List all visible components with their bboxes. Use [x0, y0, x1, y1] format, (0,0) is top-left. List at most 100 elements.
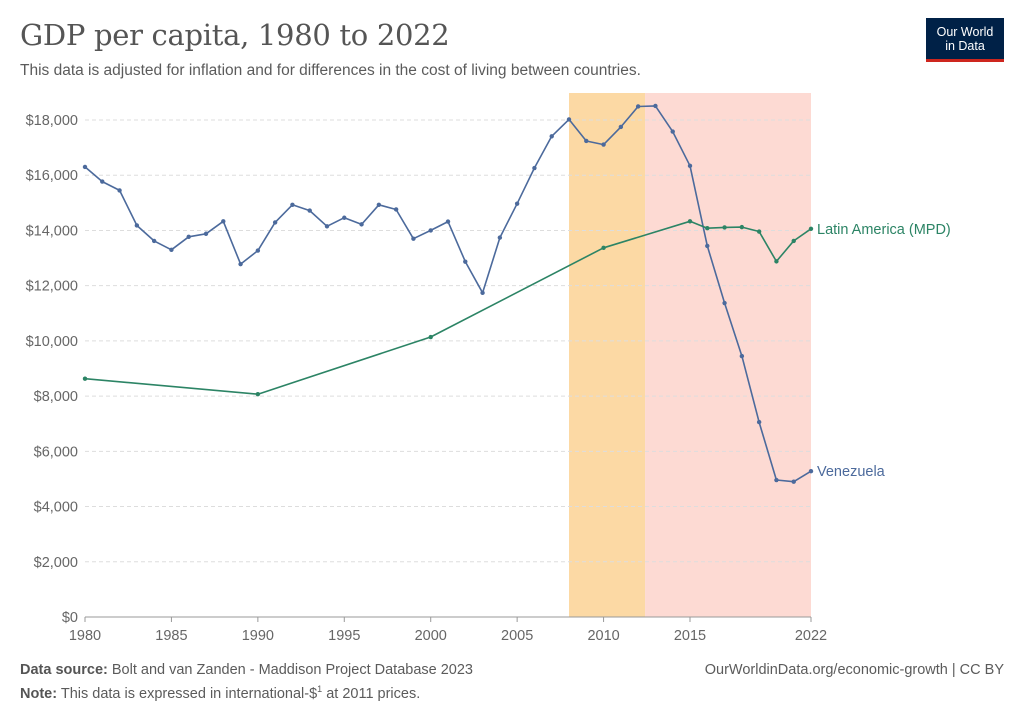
data-point-venezuela[interactable]	[635, 104, 641, 109]
data-source-label: Data source:	[20, 662, 108, 678]
data-point-venezuela[interactable]	[203, 231, 209, 236]
chart-subtitle: This data is adjusted for inflation and …	[20, 62, 641, 79]
data-point-latin-america-mpd[interactable]	[687, 219, 693, 224]
data-point-venezuela[interactable]	[722, 300, 727, 306]
note-footnote-marker: 1	[317, 684, 323, 694]
x-tick-label: 1980	[69, 628, 101, 644]
owid-logo[interactable]: Our World in Data	[926, 18, 1004, 62]
y-tick-label: $2,000	[34, 555, 78, 571]
data-point-venezuela[interactable]	[411, 236, 416, 241]
data-point-venezuela[interactable]	[393, 207, 399, 212]
data-point-latin-america-mpd[interactable]	[722, 225, 727, 230]
data-point-venezuela[interactable]	[359, 222, 364, 227]
data-point-venezuela[interactable]	[169, 247, 174, 252]
data-point-venezuela[interactable]	[584, 138, 589, 144]
data-point-venezuela[interactable]	[739, 353, 745, 359]
x-tick-label: 1985	[155, 628, 187, 644]
data-point-latin-america-mpd[interactable]	[774, 259, 779, 264]
data-point-latin-america-mpd[interactable]	[739, 224, 745, 230]
data-point-venezuela[interactable]	[82, 164, 88, 170]
y-tick-label: $12,000	[26, 279, 78, 295]
data-point-venezuela[interactable]	[566, 117, 572, 122]
series-label-latin-america-mpd[interactable]: Latin America (MPD)	[817, 222, 951, 238]
y-gridlines	[85, 119, 811, 563]
data-point-venezuela[interactable]	[272, 220, 278, 225]
data-point-venezuela[interactable]	[618, 124, 624, 130]
y-tick-label: $6,000	[34, 444, 78, 460]
data-point-venezuela[interactable]	[756, 419, 762, 425]
series-latin-america-mpd[interactable]	[82, 219, 814, 397]
logo-line-2: in Data	[945, 39, 985, 53]
data-point-venezuela[interactable]	[653, 103, 658, 109]
note-label: Note:	[20, 685, 58, 702]
data-point-latin-america-mpd[interactable]	[756, 229, 762, 234]
highlight-band-0	[569, 93, 646, 617]
data-point-latin-america-mpd[interactable]	[255, 391, 261, 397]
data-point-venezuela[interactable]	[100, 179, 105, 184]
data-source: Data source: Bolt and van Zanden - Maddi…	[20, 662, 473, 678]
data-point-latin-america-mpd[interactable]	[428, 334, 433, 340]
data-point-venezuela[interactable]	[514, 201, 520, 206]
x-tick-label: 2022	[795, 628, 827, 644]
chart-title: GDP per capita, 1980 to 2022	[20, 18, 450, 52]
data-point-venezuela[interactable]	[687, 163, 693, 169]
source-url-link[interactable]: OurWorldinData.org/economic-growth | CC …	[704, 662, 1004, 678]
data-point-latin-america-mpd[interactable]	[705, 226, 710, 231]
x-tick-label: 2015	[674, 628, 706, 644]
x-tick-label: 2010	[587, 628, 619, 644]
data-point-venezuela[interactable]	[791, 479, 796, 484]
chart-note: Note: This data is expressed in internat…	[20, 684, 420, 702]
data-point-venezuela[interactable]	[342, 215, 347, 220]
data-point-venezuela[interactable]	[324, 224, 330, 229]
highlight-bands	[569, 93, 811, 617]
data-point-venezuela[interactable]	[151, 238, 157, 244]
data-point-venezuela[interactable]	[670, 129, 675, 134]
series-label-venezuela[interactable]: Venezuela	[817, 464, 886, 480]
data-point-venezuela[interactable]	[290, 202, 295, 207]
data-point-venezuela[interactable]	[549, 134, 554, 139]
data-point-venezuela[interactable]	[134, 223, 140, 228]
x-tick-label: 2000	[415, 628, 447, 644]
data-point-latin-america-mpd[interactable]	[791, 238, 796, 244]
y-tick-label: $0	[62, 610, 78, 626]
y-axis-tick-labels: $0 $2,000 $4,000 $6,000 $8,000 $10,000 $12,000…	[26, 113, 78, 626]
data-point-venezuela[interactable]	[307, 208, 312, 213]
data-point-latin-america-mpd[interactable]	[808, 226, 814, 231]
data-point-venezuela[interactable]	[238, 261, 243, 267]
data-point-venezuela[interactable]	[497, 235, 503, 240]
data-point-venezuela[interactable]	[428, 228, 433, 233]
y-tick-label: $8,000	[34, 389, 78, 405]
y-tick-label: $18,000	[26, 113, 78, 129]
x-axis-ticks: 1980 1985 1990 1995 2000 2005 2010 2015 2022	[69, 617, 827, 644]
data-point-venezuela[interactable]	[117, 188, 122, 193]
y-tick-label: $14,000	[26, 223, 78, 239]
data-point-venezuela[interactable]	[376, 202, 382, 207]
y-tick-label: $16,000	[26, 168, 78, 184]
x-tick-label: 1990	[242, 628, 274, 644]
data-point-venezuela[interactable]	[480, 290, 485, 296]
series-lines	[82, 103, 814, 484]
note-text-end: at 2011 prices.	[322, 685, 421, 702]
series-line-latin-america-mpd[interactable]	[84, 220, 812, 396]
data-point-venezuela[interactable]	[186, 234, 191, 239]
y-tick-label: $4,000	[34, 500, 78, 516]
data-point-venezuela[interactable]	[445, 219, 451, 224]
data-point-venezuela[interactable]	[463, 259, 468, 264]
data-point-latin-america-mpd[interactable]	[82, 376, 88, 381]
data-point-venezuela[interactable]	[221, 219, 226, 224]
data-point-venezuela[interactable]	[255, 248, 261, 253]
y-tick-label: $10,000	[26, 334, 78, 350]
series-labels: Venezuela Latin America (MPD)	[817, 222, 951, 480]
data-source-text[interactable]: Bolt and van Zanden - Maddison Project D…	[111, 662, 473, 678]
data-point-venezuela[interactable]	[705, 243, 710, 249]
data-point-venezuela[interactable]	[774, 477, 779, 483]
x-tick-label: 1995	[328, 628, 360, 644]
logo-line-1: Our World	[936, 25, 994, 39]
x-tick-label: 2005	[501, 628, 533, 644]
data-point-venezuela[interactable]	[601, 142, 606, 147]
data-point-venezuela[interactable]	[808, 469, 814, 474]
data-point-latin-america-mpd[interactable]	[601, 245, 606, 251]
data-point-venezuela[interactable]	[532, 165, 537, 171]
series-venezuela[interactable]	[82, 103, 814, 484]
